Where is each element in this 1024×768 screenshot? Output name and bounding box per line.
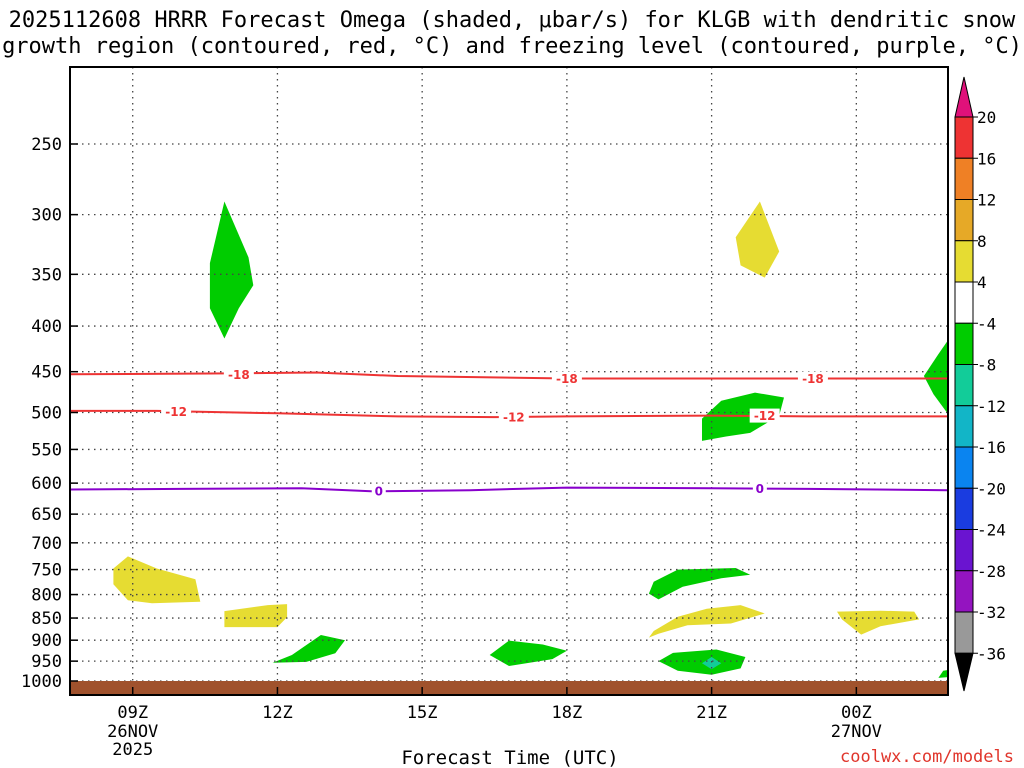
isotherm-contours: -18 -18 -18 -12 -12 -12 0 0 [69, 367, 949, 498]
axes: 2503003504004505005506006507007508008509… [21, 66, 949, 760]
colorbar-label: -20 [977, 479, 1006, 498]
omega-region-3 [923, 340, 948, 414]
colorbar-segment [954, 157, 974, 200]
x-tick-label: 21Z [696, 703, 727, 723]
colorbar-label: -36 [977, 644, 1006, 663]
terrain-band [70, 681, 948, 695]
isotherm-label: 0 [375, 484, 383, 498]
colorbar-segment [954, 240, 974, 283]
y-tick-label: 400 [31, 317, 62, 337]
omega-region-7 [489, 640, 567, 666]
colorbar-label: -28 [977, 562, 1006, 581]
colorbar-label: 20 [977, 108, 996, 127]
isotherm-0 [69, 486, 949, 493]
omega-region-10 [658, 649, 746, 675]
isotherm-label-bg [161, 404, 192, 419]
y-tick-label: 900 [31, 631, 62, 651]
colorbar-segment [954, 487, 974, 530]
colorbar-segment [954, 322, 974, 365]
x-tick-date: 27NOV [831, 722, 882, 742]
y-tick-label: 850 [31, 609, 62, 629]
chart-title: 2025112608 HRRR Forecast Omega (shaded, … [0, 8, 1024, 60]
colorbar-top-arrow [954, 76, 974, 118]
colorbar-segment [954, 611, 974, 654]
y-tick-label: 650 [31, 505, 62, 525]
omega-regions [113, 201, 948, 678]
y-tick-label: 950 [31, 652, 62, 672]
omega-region-5 [224, 604, 288, 628]
y-tick-label: 450 [31, 363, 62, 383]
y-tick-label: 550 [31, 440, 62, 460]
isotherm-label: 0 [756, 482, 764, 496]
x-tick-label: 15Z [407, 703, 438, 723]
omega-region-13 [938, 670, 948, 678]
isotherm-label-bg [551, 371, 582, 386]
colorbar-label: 16 [977, 149, 996, 168]
y-tick-label: 750 [31, 561, 62, 581]
colorbar-label: 12 [977, 191, 996, 210]
isotherm-label: -18 [556, 372, 578, 386]
omega-region-8 [648, 568, 751, 600]
y-tick-label: 350 [31, 265, 62, 285]
x-tick-label: 12Z [262, 703, 293, 723]
y-tick-label: 600 [31, 474, 62, 494]
colorbar-segment [954, 116, 974, 159]
y-tick-label: 500 [31, 404, 62, 424]
omega-region-9 [648, 605, 765, 638]
x-tick-year: 2025 [112, 740, 153, 760]
title-line-2: growth region (contoured, red, °C) and f… [2, 34, 1022, 59]
isotherm-label: -18 [802, 372, 824, 386]
colorbar-label: -24 [977, 521, 1006, 540]
colorbar-segment [954, 364, 974, 407]
x-tick-label: 09Z [117, 703, 148, 723]
x-axis-label: Forecast Time (UTC) [401, 747, 618, 768]
colorbar-label: 4 [977, 273, 987, 292]
colorbar-segment [954, 281, 974, 324]
colorbar-bottom-arrow [954, 652, 974, 692]
title-line-1: 2025112608 HRRR Forecast Omega (shaded, … [8, 8, 1016, 33]
colorbar-label: -32 [977, 603, 1006, 622]
y-tick-label: 800 [31, 586, 62, 606]
colorbar-label: -4 [977, 314, 996, 333]
omega-region-11 [702, 657, 722, 670]
colorbar-label: 8 [977, 232, 987, 251]
x-tick-label: 18Z [552, 703, 583, 723]
colorbar-label: -16 [977, 438, 1006, 457]
isotherm-label-bg [752, 481, 767, 496]
isotherm-label: -18 [228, 368, 250, 382]
plot-frame [69, 66, 949, 696]
isotherm-label: -12 [503, 411, 525, 425]
colorbar-segment [954, 529, 974, 572]
x-tick-date: 26NOV [107, 722, 158, 742]
isotherm-label-bg [223, 367, 254, 382]
isotherm-label-bg [749, 408, 780, 423]
colorbar-segment [954, 199, 974, 242]
isotherm-label-bg [371, 483, 386, 498]
omega-region-1 [735, 201, 780, 278]
isotherm-label: -12 [165, 405, 187, 419]
colorbar-label: -8 [977, 356, 996, 375]
x-tick-label: 00Z [841, 703, 872, 723]
isotherm-label-bg [797, 371, 828, 386]
y-tick-label: 1000 [21, 672, 62, 692]
omega-region-0 [209, 201, 254, 339]
colorbar-label: -12 [977, 397, 1006, 416]
y-tick-label: 700 [31, 534, 62, 554]
colorbar: 20 16 12 8 4 -4 -8 -12 -16 -20 -24 -28 -32 -36 [954, 76, 1006, 692]
isotherm-label: -12 [754, 409, 776, 423]
omega-region-4 [113, 556, 201, 604]
colorbar-segment [954, 405, 974, 448]
isotherm-label-bg [498, 410, 529, 425]
omega-region-6 [272, 635, 345, 663]
colorbar-segment [954, 446, 974, 489]
colorbar-segment [954, 570, 974, 613]
y-tick-label: 300 [31, 206, 62, 226]
y-tick-label: 250 [31, 135, 62, 155]
omega-region-12 [837, 610, 920, 635]
credit-text: coolwx.com/models [840, 747, 1014, 767]
